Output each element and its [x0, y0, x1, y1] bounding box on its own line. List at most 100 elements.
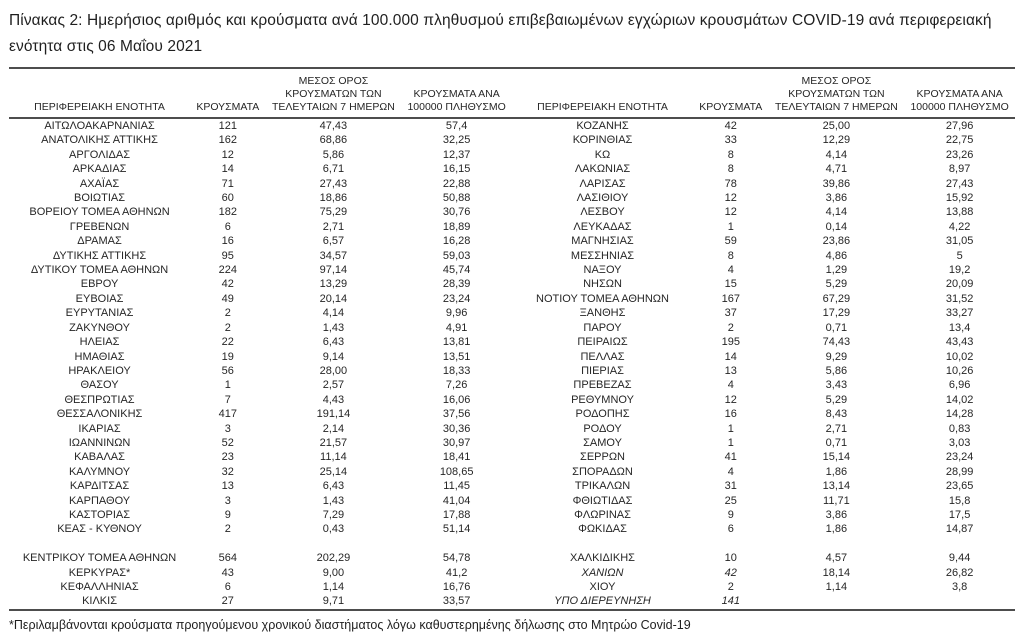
avg7-cell: 23,86 — [822, 235, 851, 248]
avg7-cell — [768, 537, 904, 551]
table-row: ΚΑΒΑΛΑΣ 23 11,14 18,41 ΣΕΡΡΩΝ 41 15,14 23,24 — [9, 450, 1015, 464]
avg7-cell: 5,86 — [825, 364, 848, 377]
per100k-cell: 30,97 — [442, 436, 471, 449]
cases-cell: 195 — [721, 336, 740, 349]
region-cell: ΛΕΥΚΑΔΑΣ — [573, 220, 632, 233]
region-cell: ΡΕΘΥΜΝΟΥ — [571, 393, 634, 406]
avg7-cell: 3,43 — [825, 379, 848, 392]
region-cell: ΧΑΝΙΩΝ — [581, 566, 624, 579]
region-cell: ΙΚΑΡΙΑΣ — [78, 422, 121, 435]
cases-cell: 27 — [221, 595, 234, 608]
avg7-cell: 0,14 — [825, 220, 848, 233]
cases-cell: 2 — [727, 580, 734, 593]
cases-cell: 42 — [724, 566, 737, 579]
per100k-cell: 45,74 — [442, 264, 471, 277]
table-row: ΑΡΚΑΔΙΑΣ 14 6,71 16,15 ΛΑΚΩΝΙΑΣ 8 4,71 8,97 — [9, 162, 1015, 176]
table-row: ΚΕΦΑΛΛΗΝΙΑΣ 6 1,14 16,76 ΧΙΟΥ 2 1,14 3,8 — [9, 580, 1015, 594]
region-cell: ΚΩ — [594, 148, 611, 161]
region-cell: ΘΕΣΣΑΛΟΝΙΚΗΣ — [56, 408, 143, 421]
cases-cell — [190, 537, 265, 551]
avg7-cell: 5,29 — [825, 278, 848, 291]
region-cell — [9, 537, 190, 551]
cases-cell: 56 — [221, 364, 234, 377]
avg7-cell: 21,57 — [319, 436, 348, 449]
per100k-cell: 15,92 — [945, 192, 974, 205]
region-cell: ΗΜΑΘΙΑΣ — [74, 350, 125, 363]
avg7-cell: 2,71 — [825, 422, 848, 435]
cases-cell: 1 — [727, 220, 734, 233]
avg7-cell: 17,29 — [822, 307, 851, 320]
region-cell: ΣΕΡΡΩΝ — [580, 451, 625, 464]
table-row: ΚΕΡΚΥΡΑΣ* 43 9,00 41,2 ΧΑΝΙΩΝ 42 18,14 26,82 — [9, 566, 1015, 580]
cases-cell: 4 — [727, 465, 734, 478]
region-cell: ΝΟΤΙΟΥ ΤΟΜΕΑ ΑΘΗΝΩΝ — [536, 292, 669, 305]
col-header-avg7-right: ΜΕΣΟΣ ΟΡΟΣ ΚΡΟΥΣΜΑΤΩΝ ΤΩΝ ΤΕΛΕΥΤΑΙΩΝ 7 Η… — [768, 68, 905, 119]
per100k-cell: 41,04 — [442, 494, 471, 507]
per100k-cell: 57,4 — [445, 120, 468, 132]
per100k-cell: 16,28 — [442, 235, 471, 248]
cases-cell: 7 — [224, 393, 231, 406]
avg7-cell: 2,57 — [322, 379, 345, 392]
col-header-per100k-left: ΚΡΟΥΣΜΑΤΑ ΑΝΑ 100000 ΠΛΗΘΥΣΜΟ — [401, 68, 512, 119]
per100k-cell: 16,76 — [442, 580, 471, 593]
region-cell: ΥΠΟ ΔΙΕΡΕΥΝΗΣΗ — [554, 595, 651, 608]
footnote: *Περιλαμβάνονται κρούσματα προηγούμενου … — [9, 617, 691, 632]
region-cell: ΒΟΙΩΤΙΑΣ — [73, 192, 126, 205]
cases-cell: 2 — [727, 321, 734, 334]
cases-cell: 224 — [218, 264, 237, 277]
region-cell: ΧΙΟΥ — [589, 580, 616, 593]
region-cell: ΝΗΣΩΝ — [583, 278, 622, 291]
cases-cell: 121 — [218, 120, 237, 132]
region-cell: ΡΟΔΟΥ — [583, 422, 622, 435]
avg7-cell: 67,29 — [822, 292, 851, 305]
col-header-cases-right: ΚΡΟΥΣΜΑΤΑ — [693, 68, 769, 119]
avg7-cell: 6,57 — [322, 235, 345, 248]
region-cell: ΗΡΑΚΛΕΙΟΥ — [68, 364, 131, 377]
region-cell: ΕΥΒΟΙΑΣ — [75, 292, 124, 305]
per100k-cell: 18,41 — [442, 451, 471, 464]
cases-cell: 60 — [221, 192, 234, 205]
per100k-cell: 13,4 — [948, 321, 971, 334]
per100k-cell: 6,96 — [948, 379, 971, 392]
table-row: ΓΡΕΒΕΝΩΝ 6 2,71 18,89 ΛΕΥΚΑΔΑΣ 1 0,14 4,22 — [9, 220, 1015, 234]
per100k-cell: 12,37 — [442, 148, 471, 161]
table-row: ΑΡΓΟΛΙΔΑΣ 12 5,86 12,37 ΚΩ 8 4,14 23,26 — [9, 148, 1015, 162]
avg7-cell: 202,29 — [316, 552, 351, 565]
table-row: ΕΥΡΥΤΑΝΙΑΣ 2 4,14 9,96 ΞΑΝΘΗΣ 37 17,29 33,27 — [9, 306, 1015, 320]
region-cell: ΕΥΡΥΤΑΝΙΑΣ — [65, 307, 134, 320]
cases-cell: 13 — [221, 480, 234, 493]
avg7-cell: 39,86 — [822, 177, 851, 190]
cases-cell: 19 — [221, 350, 234, 363]
per100k-cell: 13,88 — [945, 206, 974, 219]
region-cell: ΚΟΡΙΝΘΙΑΣ — [572, 134, 633, 147]
avg7-cell: 5,29 — [825, 393, 848, 406]
per100k-cell: 16,15 — [442, 163, 471, 176]
cases-cell: 1 — [727, 422, 734, 435]
covid-region-table: ΠΕΡΙΦΕΡΕΙΑΚΗ ΕΝΟΤΗΤΑ ΚΡΟΥΣΜΑΤΑ ΜΕΣΟΣ ΟΡΟ… — [9, 67, 1015, 611]
per100k-cell: 37,56 — [442, 408, 471, 421]
region-cell: ΕΒΡΟΥ — [80, 278, 119, 291]
cases-cell: 16 — [221, 235, 234, 248]
region-cell: ΦΘΙΩΤΙΔΑΣ — [572, 494, 633, 507]
per100k-cell: 22,88 — [442, 177, 471, 190]
per100k-cell: 59,03 — [442, 249, 471, 262]
cases-cell: 1 — [727, 436, 734, 449]
per100k-cell: 23,24 — [945, 451, 974, 464]
avg7-cell: 1,14 — [825, 580, 848, 593]
cases-cell: 33 — [724, 134, 737, 147]
avg7-cell: 15,14 — [822, 451, 851, 464]
region-cell: ΚΕΦΑΛΛΗΝΙΑΣ — [60, 580, 139, 593]
per100k-cell: 4,91 — [445, 321, 468, 334]
cases-cell: 141 — [721, 595, 740, 608]
cases-cell: 2 — [224, 321, 231, 334]
avg7-cell: 18,86 — [319, 192, 348, 205]
avg7-cell: 4,57 — [825, 552, 848, 565]
avg7-cell: 2,71 — [322, 220, 345, 233]
col-header-cases-left: ΚΡΟΥΣΜΑΤΑ — [190, 68, 266, 119]
region-cell: ΤΡΙΚΑΛΩΝ — [574, 480, 631, 493]
per100k-cell: 27,43 — [945, 177, 974, 190]
region-cell: ΚΕΑΣ - ΚΥΘΝΟΥ — [57, 523, 142, 536]
cases-cell: 43 — [221, 566, 234, 579]
per100k-cell: 5 — [956, 249, 963, 262]
region-cell: ΦΛΩΡΙΝΑΣ — [574, 508, 631, 521]
